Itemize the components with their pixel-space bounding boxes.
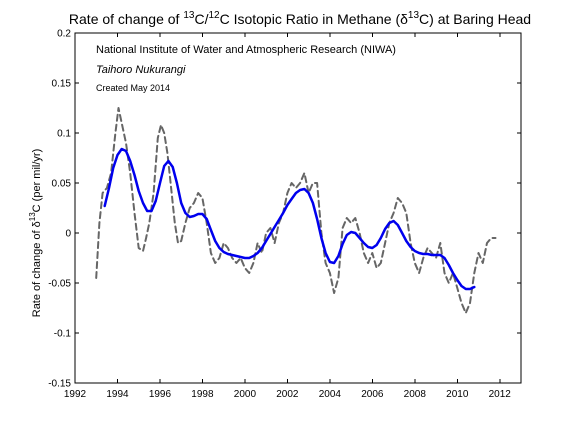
x-tick-label: 2000 bbox=[234, 389, 257, 400]
y-tick-label: 0.2 bbox=[57, 29, 71, 40]
title-superscript-13: 13 bbox=[183, 10, 195, 21]
title-suffix: C) at Baring Head bbox=[419, 11, 531, 27]
title-prefix: Rate of change of bbox=[69, 11, 183, 27]
x-tick-label: 2008 bbox=[404, 389, 427, 400]
annotation-niwa: National Institute of Water and Atmosphe… bbox=[96, 44, 396, 56]
chart-title: Rate of change of 13C/12C Isotopic Ratio… bbox=[69, 10, 531, 27]
x-tick-label: 2012 bbox=[489, 389, 512, 400]
title-superscript-12: 12 bbox=[208, 10, 220, 21]
x-tick-label: 2010 bbox=[446, 389, 469, 400]
ylabel-suffix: C (per mil/yr) bbox=[31, 149, 43, 213]
y-axis-label: Rate of change of δ13C (per mil/yr) bbox=[28, 149, 43, 318]
ylabel-prefix: Rate of change of δ bbox=[31, 221, 43, 317]
plot-area: 1992 1994 1996 1998 2000 2002 2004 2006 2008 2010… bbox=[48, 29, 522, 400]
x-tick-label: 1992 bbox=[64, 389, 87, 400]
x-tick-label: 2006 bbox=[361, 389, 384, 400]
y-tick-label: 0.05 bbox=[52, 179, 72, 190]
ylabel-superscript: 13 bbox=[28, 212, 37, 221]
x-tick-label: 2002 bbox=[276, 389, 299, 400]
annotation-created: Created May 2014 bbox=[96, 83, 170, 93]
axes-frame bbox=[74, 32, 522, 384]
y-tick-label: -0.15 bbox=[48, 379, 71, 390]
y-tick-label: -0.05 bbox=[48, 279, 71, 290]
series-line-smoothed bbox=[103, 147, 476, 291]
series-line-raw-dashed bbox=[95, 107, 497, 314]
title-mid-1: C/ bbox=[194, 11, 208, 27]
y-tick-label: 0.1 bbox=[57, 129, 71, 140]
y-tick-label: 0.15 bbox=[52, 79, 72, 90]
x-tick-label: 2004 bbox=[319, 389, 342, 400]
y-tick-label: -0.1 bbox=[54, 329, 72, 340]
title-superscript-13b: 13 bbox=[408, 10, 420, 21]
annotation-taihoro: Taihoro Nukurangi bbox=[96, 64, 186, 76]
title-mid-2: C Isotopic Ratio in Methane (δ bbox=[220, 11, 409, 27]
y-tick-label: 0 bbox=[65, 229, 71, 240]
x-tick-label: 1996 bbox=[149, 389, 172, 400]
x-tick-label: 1998 bbox=[191, 389, 214, 400]
x-tick-label: 1994 bbox=[106, 389, 129, 400]
